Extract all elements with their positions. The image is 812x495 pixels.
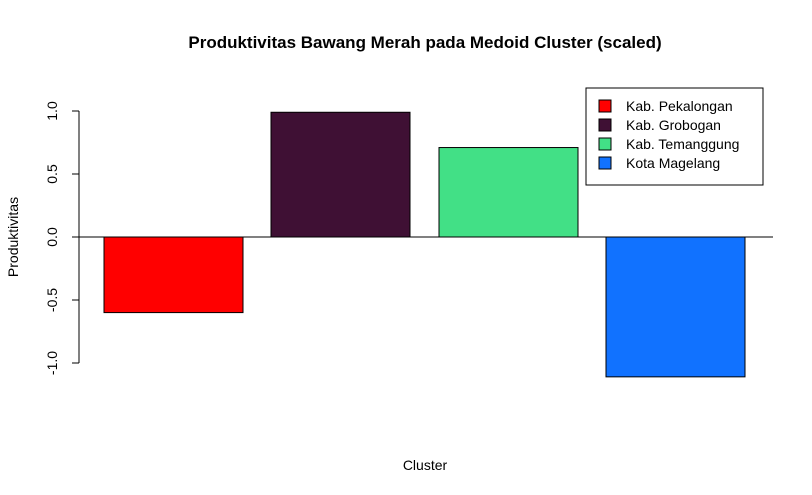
bar-kab-grobogan <box>270 111 411 238</box>
bar-kota-magelang <box>605 236 746 378</box>
y-axis-label: Produktivitas <box>5 197 21 277</box>
legend-entry-label: Kab. Grobogan <box>626 117 721 133</box>
bar-kab-pekalongan <box>103 236 244 314</box>
legend-box <box>585 87 764 186</box>
x-axis-label: Cluster <box>403 457 448 473</box>
legend: Kab. Pekalongan Kab. Grobogan Kab. Temangg… <box>585 87 764 186</box>
chart-title: Produktivitas Bawang Merah pada Medoid C… <box>188 33 661 52</box>
legend-entry-label: Kab. Temanggung <box>626 136 739 152</box>
legend-entry-label: Kab. Pekalongan <box>626 98 733 114</box>
y-tick-label: 0.0 <box>44 227 60 247</box>
y-tick-label: 1.0 <box>44 101 60 121</box>
legend-swatch <box>598 99 612 113</box>
y-tick-label: -1.0 <box>44 351 60 375</box>
legend-swatch <box>598 137 612 151</box>
y-tick-label: -0.5 <box>44 288 60 312</box>
y-tick-label: 0.5 <box>44 164 60 184</box>
legend-swatch <box>598 118 612 132</box>
legend-swatch <box>598 156 612 170</box>
y-axis: -1.0 -0.5 0.0 0.5 1.0 <box>44 101 80 375</box>
bar-kab-temanggung <box>438 147 579 238</box>
legend-entry-label: Kota Magelang <box>626 155 720 171</box>
